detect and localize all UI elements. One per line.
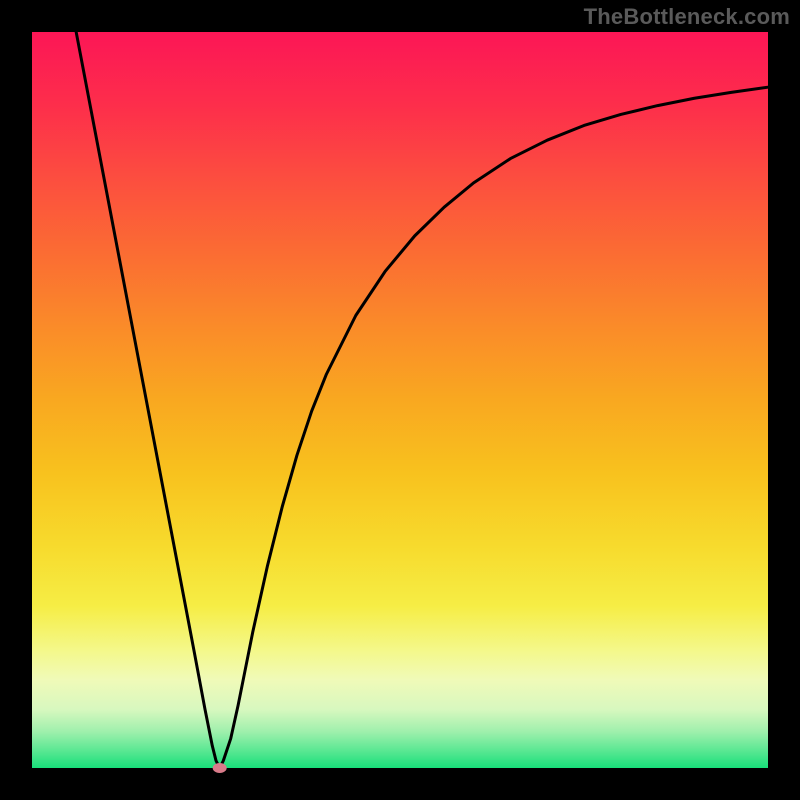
watermark-text: TheBottleneck.com [584, 4, 790, 30]
bottleneck-chart: TheBottleneck.com [0, 0, 800, 800]
chart-svg [0, 0, 800, 800]
optimal-point-marker [213, 763, 227, 773]
plot-background [32, 32, 768, 768]
